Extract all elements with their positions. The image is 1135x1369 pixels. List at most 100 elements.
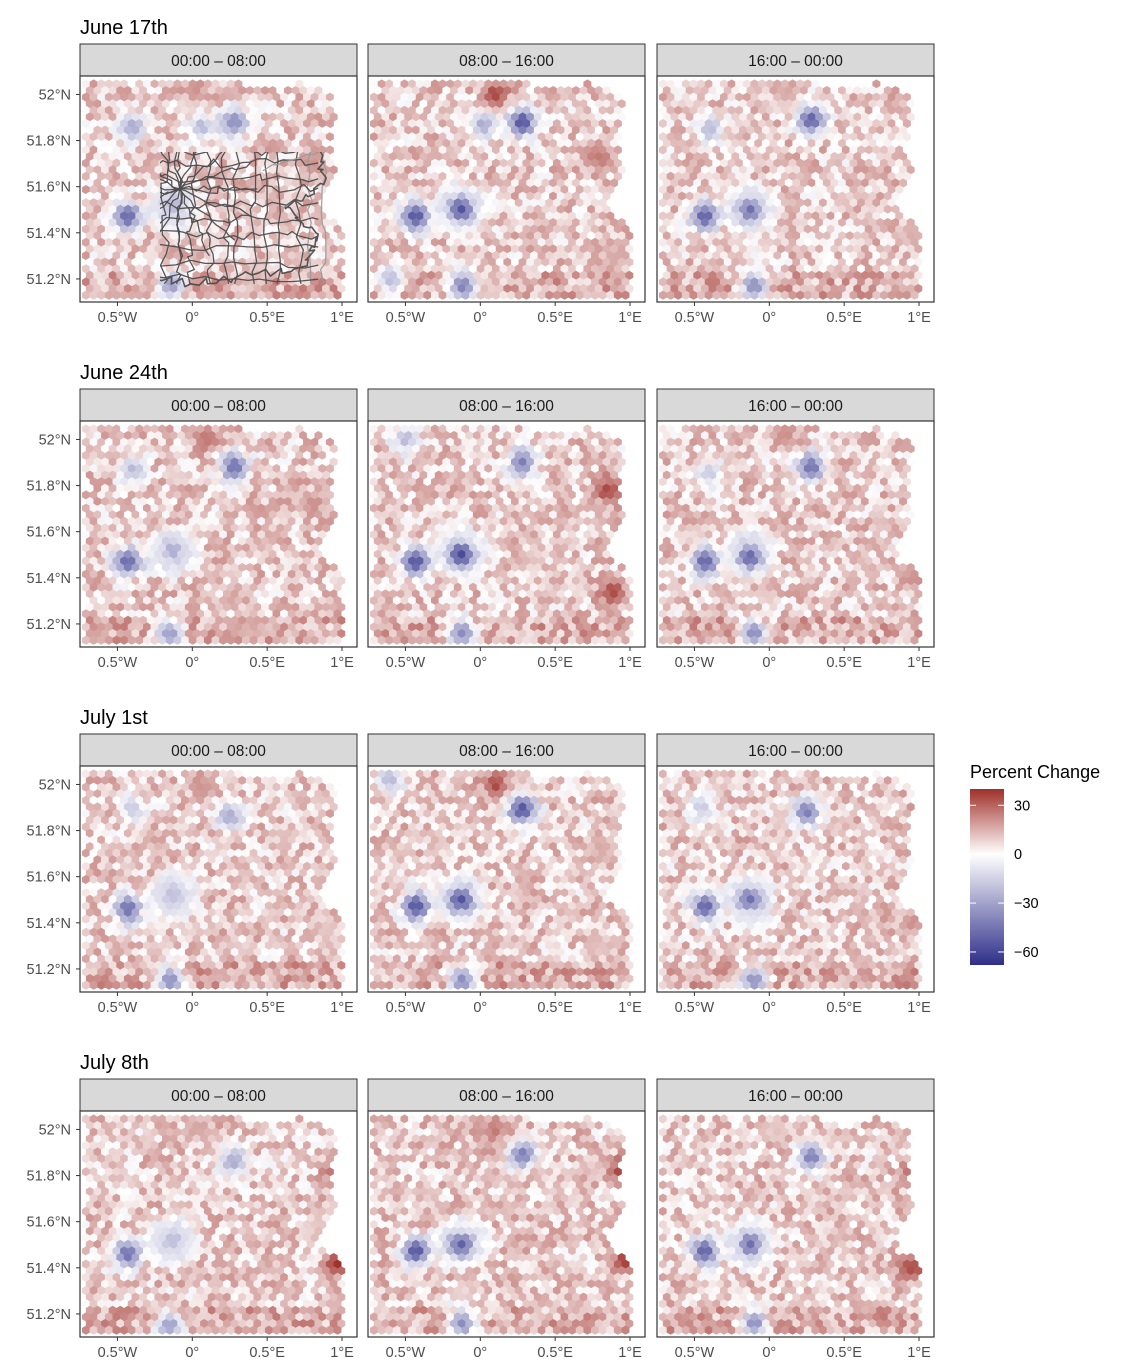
hex-cell xyxy=(579,178,588,188)
hex-cell xyxy=(530,132,539,142)
hex-cell xyxy=(226,450,235,460)
hex-cell xyxy=(154,523,163,533)
hex-cell xyxy=(712,237,721,247)
hex-cell xyxy=(158,424,167,434)
hex-cell xyxy=(556,125,565,135)
hex-cell xyxy=(899,178,908,188)
hex-cell xyxy=(295,490,304,500)
hex-cell xyxy=(142,224,151,234)
hex-cell xyxy=(853,125,862,135)
hex-cell xyxy=(423,503,432,513)
hex-cell xyxy=(621,224,630,234)
hex-cell xyxy=(815,218,824,228)
hex-cell xyxy=(591,450,599,460)
hex-cell xyxy=(253,536,262,546)
hex-cell xyxy=(318,290,327,300)
hex-cell xyxy=(472,231,481,241)
hex-cell xyxy=(830,112,839,122)
hex-cell xyxy=(234,132,243,142)
hex-cell xyxy=(85,444,94,454)
hex-cell xyxy=(249,569,258,579)
hex-cell xyxy=(571,483,580,493)
hex-cell xyxy=(518,444,527,454)
hex-cell xyxy=(242,290,251,300)
hex-cell xyxy=(116,576,125,586)
hex-cell xyxy=(226,543,235,553)
hex-cell xyxy=(853,165,862,175)
hex-cell xyxy=(769,125,778,135)
hex-cell xyxy=(503,284,512,294)
hex-cell xyxy=(488,178,497,188)
hex-cell xyxy=(830,191,839,201)
hex-cell xyxy=(82,503,90,513)
hex-cell xyxy=(101,589,110,599)
hex-cell xyxy=(234,516,243,526)
hex-cell xyxy=(184,112,193,122)
hex-cell xyxy=(613,477,622,487)
hex-cell xyxy=(495,86,504,96)
hex-cell xyxy=(101,86,110,96)
hex-cell xyxy=(104,185,113,195)
hex-cell xyxy=(819,264,828,274)
hex-cell xyxy=(880,92,888,102)
hex-cell xyxy=(819,185,828,195)
hex-cell xyxy=(876,112,885,122)
hex-cell xyxy=(891,165,900,175)
hex-cell xyxy=(826,105,835,115)
hex-cell xyxy=(891,204,900,214)
hex-cell xyxy=(674,198,683,208)
hex-cell xyxy=(268,629,277,639)
hex-cell xyxy=(541,284,550,294)
hex-cell xyxy=(659,158,667,168)
hex-cell xyxy=(127,211,136,221)
hex-cell xyxy=(131,204,140,214)
hex-cell xyxy=(697,251,706,261)
hex-cell xyxy=(200,629,209,639)
hex-cell xyxy=(541,244,550,254)
hex-cell xyxy=(392,132,401,142)
hex-cell xyxy=(826,237,835,247)
hex-cell xyxy=(177,457,186,467)
hex-cell xyxy=(283,602,292,612)
hex-cell xyxy=(796,224,805,234)
hex-cell xyxy=(177,125,186,135)
hex-cell xyxy=(811,185,820,195)
hex-cell xyxy=(868,112,877,122)
hex-cell xyxy=(223,536,231,546)
hex-cell xyxy=(591,437,599,447)
hex-cell xyxy=(689,211,698,221)
hex-cell xyxy=(329,99,338,109)
hex-cell xyxy=(545,105,554,115)
hex-cell xyxy=(385,464,394,474)
hex-cell xyxy=(93,563,102,573)
hex-cell xyxy=(761,231,770,241)
hex-cell xyxy=(780,277,789,287)
hex-cell xyxy=(230,589,239,599)
hex-cell xyxy=(230,244,239,254)
y-tick-label: 51.2°N xyxy=(27,272,72,288)
hex-cell xyxy=(838,152,847,162)
hex-cell xyxy=(264,569,273,579)
hex-cell xyxy=(750,171,759,181)
hex-cell xyxy=(207,431,216,441)
hex-cell xyxy=(700,231,709,241)
hex-cell xyxy=(594,112,603,122)
hex-cell xyxy=(465,138,474,148)
hex-cell xyxy=(333,635,342,645)
hex-cell xyxy=(461,132,470,142)
hex-cell xyxy=(537,437,546,447)
hex-cell xyxy=(880,132,888,142)
hex-cell xyxy=(173,635,182,645)
hex-cell xyxy=(430,264,439,274)
hex-cell xyxy=(325,477,334,487)
hex-cell xyxy=(150,237,159,247)
hex-cell xyxy=(430,277,439,287)
hex-cell xyxy=(112,119,121,129)
hex-cell xyxy=(415,171,424,181)
hex-cell xyxy=(158,503,167,513)
hex-cell xyxy=(150,516,159,526)
hex-cell xyxy=(139,112,148,122)
hex-cell xyxy=(120,490,129,500)
hex-cell xyxy=(427,152,436,162)
hex-cell xyxy=(613,464,622,474)
